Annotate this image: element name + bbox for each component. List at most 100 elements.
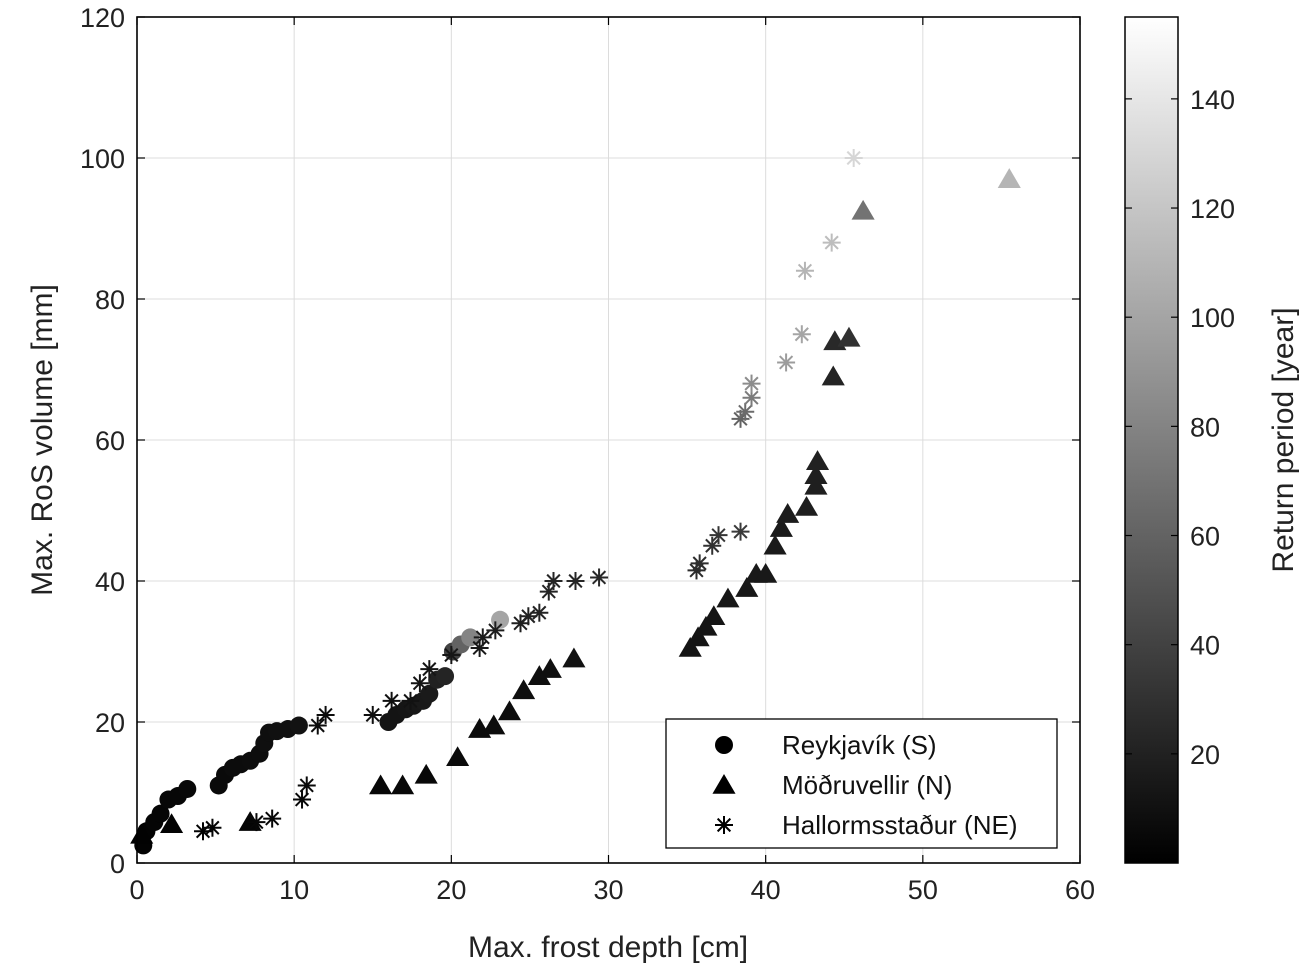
asterisk-point (410, 674, 429, 693)
triangle-point (527, 665, 551, 685)
triangle-point (497, 700, 522, 721)
asterisk-point (731, 522, 750, 541)
axis-ticks: 0 10 20 30 40 50 60 0 20 40 60 80 100 120 (80, 3, 1095, 905)
triangle-point (804, 474, 828, 495)
colorbar-tick-label: 60 (1190, 522, 1220, 552)
asterisk-point (486, 621, 505, 640)
colorbar-tick-label: 100 (1190, 303, 1235, 333)
asterisk-point (690, 554, 709, 573)
asterisk-point (795, 261, 814, 280)
triangle-point (794, 495, 819, 516)
y-tick-label: 40 (95, 567, 125, 597)
y-tick-label: 20 (95, 708, 125, 738)
y-tick-label: 60 (95, 426, 125, 456)
triangle-point (512, 679, 536, 700)
asterisk-point (844, 149, 863, 167)
triangle-point (130, 823, 154, 844)
colorbar: 20 40 60 80 100 120 140 Return period [year] (1124, 16, 1300, 864)
colorbar-tick-label: 140 (1190, 85, 1235, 115)
triangle-point (414, 763, 438, 784)
triangle-point (716, 587, 740, 608)
y-tick-label: 0 (110, 849, 125, 879)
data-points (130, 149, 1021, 855)
y-axis-label: Max. RoS volume [mm] (26, 284, 59, 596)
asterisk-point (687, 561, 706, 580)
colorbar-tick-label: 40 (1190, 631, 1220, 661)
asterisk-point (363, 705, 382, 724)
asterisk-point (293, 790, 312, 809)
asterisk-point (401, 691, 420, 710)
triangle-point (702, 605, 726, 626)
asterisk-point (822, 233, 841, 252)
triangle-point (805, 450, 830, 470)
asterisk-point (316, 705, 335, 724)
y-tick-label: 100 (80, 144, 125, 174)
colorbar-tick-label: 20 (1190, 740, 1220, 770)
triangle-point (735, 577, 759, 597)
triangle-point (763, 534, 787, 555)
x-tick-label: 20 (436, 875, 466, 905)
asterisk-point (792, 325, 811, 344)
legend: Reykjavík (S) Möðruvellir (N) Hallormsstað… (665, 718, 1058, 849)
asterisk-point (544, 572, 563, 590)
asterisk-point (703, 536, 722, 555)
x-tick-label: 60 (1065, 875, 1095, 905)
asterisk-point (566, 572, 585, 590)
circle-point (436, 667, 455, 686)
y-tick-label: 120 (80, 3, 125, 33)
asterisk-point (777, 353, 796, 372)
asterisk-point (247, 813, 266, 832)
x-axis-label: Max. frost depth [cm] (468, 931, 748, 964)
x-tick-label: 30 (593, 875, 623, 905)
legend-marker-asterisk (715, 816, 733, 834)
asterisk-point (308, 716, 327, 735)
legend-label: Hallormsstaður (NE) (782, 810, 1018, 840)
triangle-point (776, 503, 800, 523)
colorbar-label: Return period [year] (1267, 307, 1300, 572)
triangle-point (160, 813, 184, 834)
triangle-point (369, 774, 393, 795)
triangle-point (482, 714, 506, 735)
asterisk-point (470, 638, 489, 657)
triangle-point (538, 658, 562, 678)
asterisk-point (530, 603, 549, 622)
asterisk-point (382, 691, 401, 710)
asterisk-point (420, 660, 439, 679)
triangle-point (997, 168, 1021, 188)
triangle-point (562, 647, 586, 668)
asterisk-point (742, 374, 761, 393)
triangle-point (804, 464, 828, 485)
triangle-point (446, 746, 470, 767)
asterisk-point (442, 646, 461, 665)
triangle-point (686, 626, 710, 647)
triangle-point (851, 199, 875, 220)
asterisk-point (203, 818, 222, 837)
legend-marker-circle (715, 736, 733, 754)
asterisk-point (263, 809, 282, 828)
asterisk-point (731, 409, 750, 428)
legend-label: Möðruvellir (N) (782, 770, 952, 800)
x-tick-label: 10 (279, 875, 309, 905)
legend-label: Reykjavík (S) (782, 730, 937, 760)
colorbar-tick-label: 120 (1190, 194, 1235, 224)
asterisk-point (736, 402, 755, 421)
colorbar-tick-label: 80 (1190, 412, 1220, 442)
circle-point (151, 804, 170, 823)
triangle-point (769, 517, 793, 537)
triangle-point (391, 774, 415, 795)
colorbar-gradient (1124, 16, 1179, 864)
asterisk-point (709, 526, 728, 545)
triangle-point (678, 636, 702, 657)
circle-point (289, 716, 308, 735)
x-tick-label: 0 (129, 875, 144, 905)
triangle-point (754, 562, 778, 583)
circle-point (178, 779, 197, 798)
triangle-point (694, 615, 718, 636)
triangle-point (821, 365, 845, 386)
y-tick-label: 80 (95, 285, 125, 315)
triangle-point (837, 326, 861, 347)
grid-lines (137, 17, 1080, 863)
asterisk-point (590, 568, 609, 587)
legend-marker-triangle (712, 774, 736, 794)
